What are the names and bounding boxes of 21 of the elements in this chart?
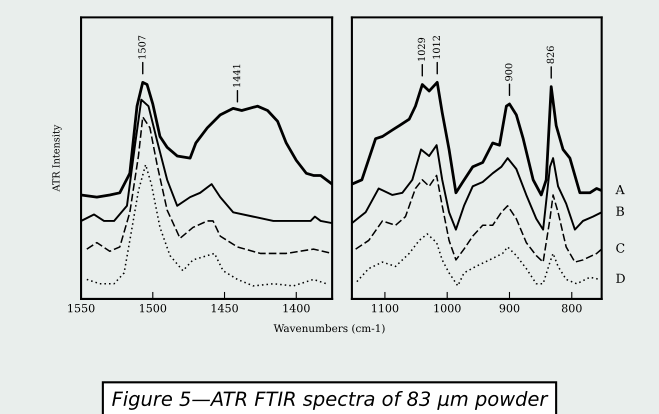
series-label: C: [616, 243, 624, 253]
annotation: 900: [504, 64, 512, 81]
series-label: B: [616, 206, 624, 216]
caption: Figure 5—ATR FTIR spectra of 83 µm powder: [112, 391, 548, 410]
x-tick-label: 1000: [434, 304, 461, 312]
annotation: 1441: [232, 64, 240, 87]
annotation: 1507: [138, 36, 146, 59]
x-tick-label: 1550: [68, 304, 94, 312]
annotation: 826: [546, 46, 554, 64]
x-tick-label: 1500: [140, 304, 166, 312]
x-axis-title: Wavenumbers (cm-1): [274, 324, 385, 334]
annotation: 1029: [418, 38, 426, 61]
x-tick-label: 1450: [212, 304, 238, 312]
x-tick-label: 900: [500, 304, 520, 312]
annotation: 1012: [432, 36, 440, 59]
series-label: A: [615, 184, 625, 194]
x-tick-label: 800: [562, 304, 582, 312]
x-tick-label: 1400: [283, 304, 310, 312]
y-axis-title: ATR Intensity: [52, 124, 62, 192]
x-tick-label: 1100: [372, 304, 398, 312]
series-label: D: [616, 274, 625, 283]
